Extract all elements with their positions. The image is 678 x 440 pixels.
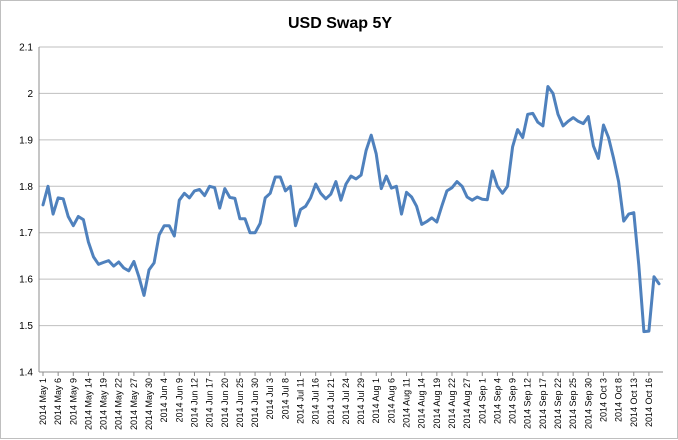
x-tick-label: 2014 Oct 16 [644,378,654,427]
x-tick-label: 2014 Aug 11 [402,378,412,428]
x-tick-label: 2014 May 14 [83,378,93,430]
x-axis-ticks: 2014 May 1 2014 May 6 2014 May 9 2014 May 1… [38,372,654,430]
x-tick-label: 2014 May 19 [99,378,109,430]
series-usd-swap-5y [41,85,661,334]
x-tick-label: 2014 Oct 8 [614,378,624,422]
x-tick-label: 2014 Sep 25 [568,378,578,429]
x-tick-label: 2014 Aug 27 [462,378,472,429]
x-tick-label: 2014 Aug 14 [417,378,427,429]
x-tick-label: 2014 May 27 [129,378,139,430]
x-tick-label: 2014 Jun 17 [205,378,215,428]
chart-title: USD Swap 5Y [288,15,392,32]
x-tick-label: 2014 May 9 [68,378,78,425]
x-tick-label: 2014 Aug 1 [371,378,381,424]
x-tick-label: 2014 Jun 20 [220,378,230,428]
y-tick-label: 1.8 [19,182,33,193]
x-tick-label: 2014 Jul 11 [296,378,306,424]
x-tick-label: 2014 Jul 21 [326,378,336,425]
x-tick-label: 2014 Oct 13 [629,378,639,427]
y-tick-label: 1.5 [19,321,33,332]
x-tick-label: 2014 Jul 29 [356,378,366,425]
y-axis-ticks: 1.4 1.5 1.6 1.7 1.8 1.9 2 2.1 [19,43,33,379]
x-tick-label: 2014 Jun 9 [174,378,184,423]
y-tick-label: 1.6 [19,275,33,286]
x-tick-label: 2014 Jul 24 [341,378,351,425]
x-tick-label: 2014 May 30 [144,378,154,430]
gridlines [39,46,663,373]
x-tick-label: 2014 Jun 30 [250,378,260,428]
axes [38,47,663,373]
x-tick-label: 2014 Aug 19 [432,378,442,429]
x-tick-label: 2014 Jun 12 [189,378,199,428]
x-tick-label: 2014 Sep 12 [523,378,533,429]
x-tick-label: 2014 Sep 9 [508,378,518,424]
x-tick-label: 2014 Sep 30 [583,378,593,429]
x-tick-label: 2014 May 22 [114,378,124,430]
y-tick-label: 2.1 [19,43,33,54]
y-tick-label: 1.7 [19,228,33,239]
x-tick-label: 2014 May 1 [38,378,48,425]
x-tick-label: 2014 Aug 6 [386,378,396,424]
series-line [41,85,661,334]
x-tick-label: 2014 Jun 25 [235,378,245,428]
x-tick-label: 2014 Jul 3 [265,378,275,420]
x-tick-label: 2014 Sep 17 [538,378,548,429]
x-tick-label: 2014 Jul 16 [311,378,321,425]
y-tick-label: 1.9 [19,135,33,146]
x-tick-label: 2014 Sep 4 [492,378,502,424]
y-tick-label: 1.4 [19,368,33,379]
x-tick-label: 2014 Sep 1 [477,378,487,424]
x-tick-label: 2014 Oct 3 [598,378,608,422]
x-tick-label: 2014 May 6 [53,378,63,425]
x-tick-label: 2014 Sep 22 [553,378,563,429]
x-tick-label: 2014 Jun 4 [159,378,169,423]
y-tick-label: 2 [27,89,33,100]
x-tick-label: 2014 Aug 22 [447,378,457,429]
x-tick-label: 2014 Jul 8 [280,378,290,420]
